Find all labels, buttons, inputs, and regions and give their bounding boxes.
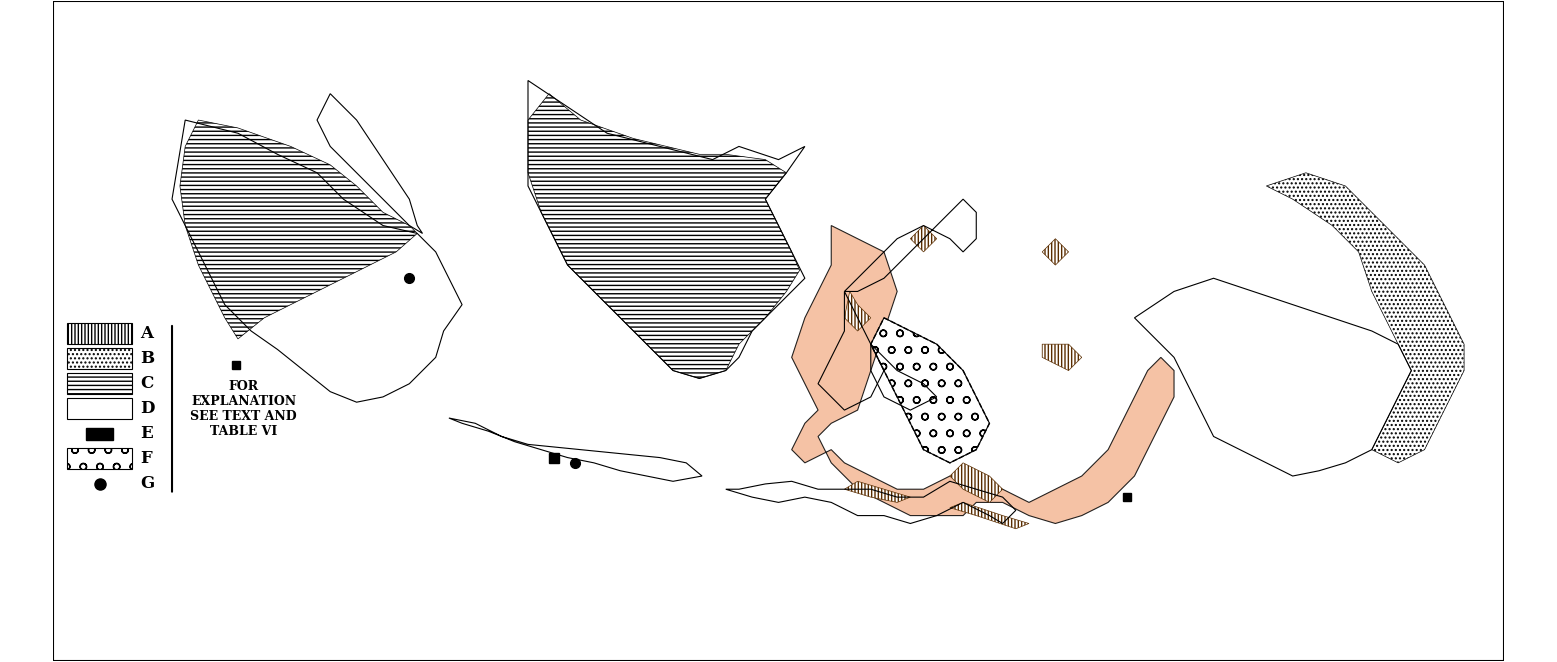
Polygon shape (950, 463, 1003, 502)
Text: C: C (140, 375, 154, 393)
Polygon shape (844, 481, 911, 502)
Text: F: F (140, 450, 153, 467)
Polygon shape (791, 226, 1174, 524)
Polygon shape (528, 94, 800, 379)
Text: D: D (140, 401, 154, 417)
Polygon shape (86, 428, 112, 440)
Polygon shape (844, 291, 870, 331)
Polygon shape (67, 399, 132, 419)
Polygon shape (950, 502, 1029, 529)
Text: B: B (140, 350, 154, 367)
Text: G: G (140, 475, 154, 493)
Text: FOR
EXPLANATION
SEE TEXT AND
TABLE VI: FOR EXPLANATION SEE TEXT AND TABLE VI (190, 380, 297, 438)
Polygon shape (870, 318, 989, 463)
Polygon shape (911, 226, 937, 252)
Polygon shape (1266, 173, 1464, 463)
Polygon shape (67, 323, 132, 344)
Text: A: A (140, 325, 154, 342)
Polygon shape (181, 120, 417, 339)
Polygon shape (67, 348, 132, 369)
Polygon shape (1042, 239, 1068, 265)
Text: E: E (140, 426, 153, 442)
Polygon shape (67, 373, 132, 395)
Polygon shape (67, 448, 132, 469)
Polygon shape (1042, 344, 1082, 371)
